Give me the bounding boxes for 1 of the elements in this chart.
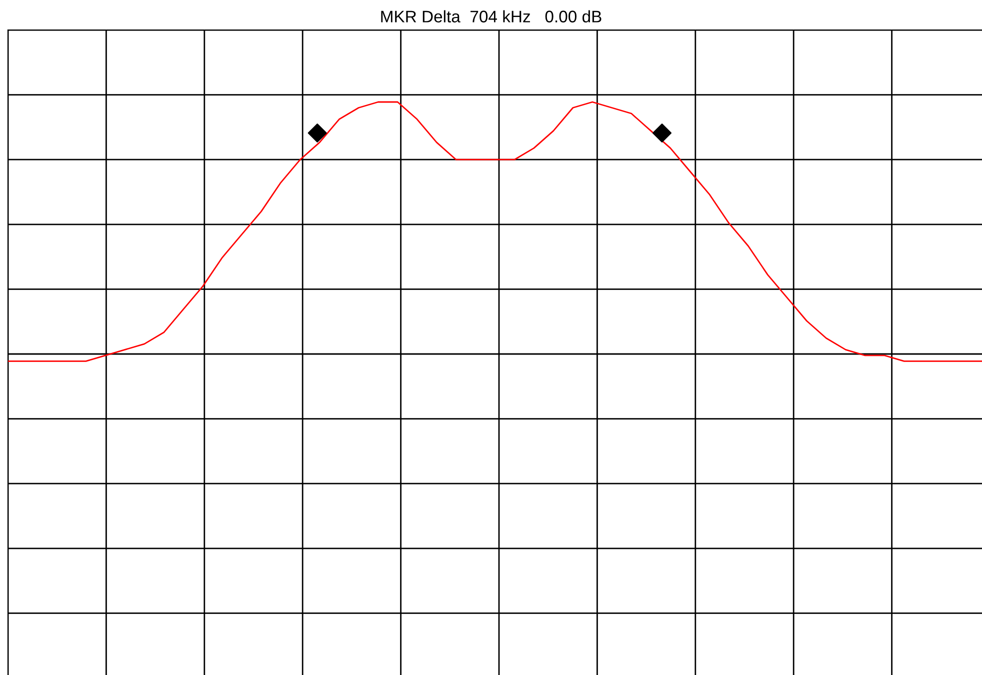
chart-title: MKR Delta 704 kHz 0.00 dB xyxy=(381,10,602,22)
